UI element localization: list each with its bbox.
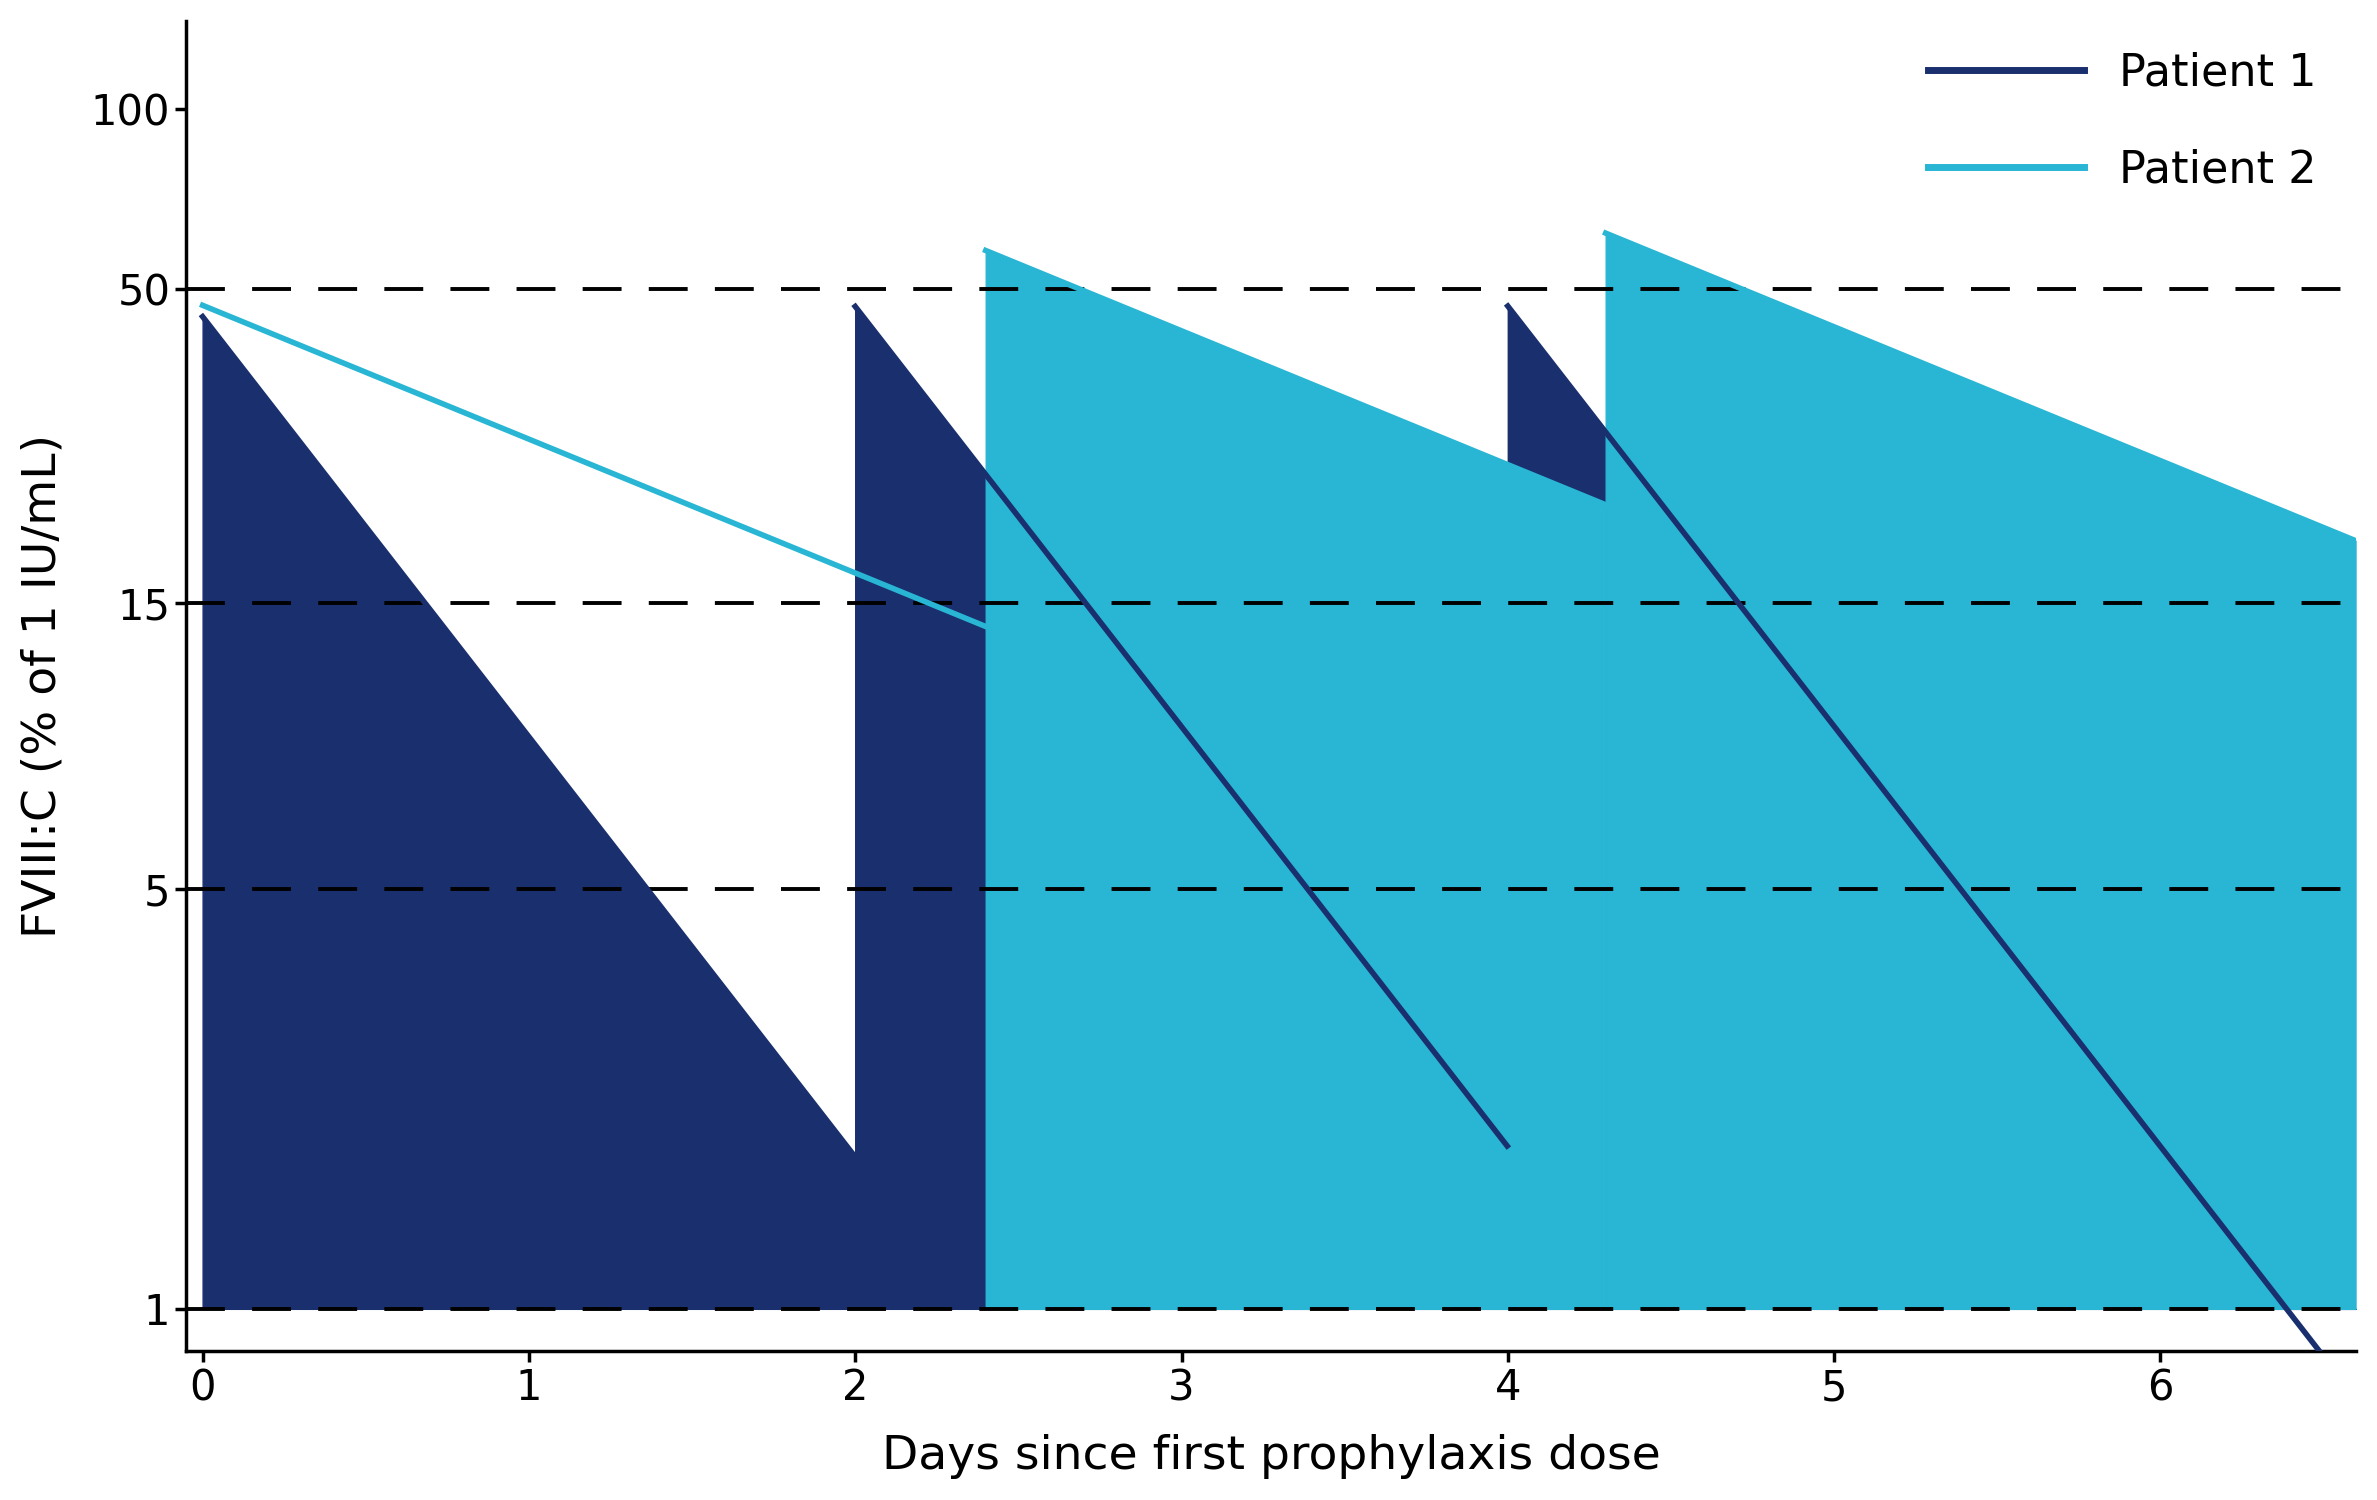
Y-axis label: FVIII:C (% of 1 IU/mL): FVIII:C (% of 1 IU/mL) bbox=[21, 433, 67, 938]
X-axis label: Days since first prophylaxis dose: Days since first prophylaxis dose bbox=[882, 1434, 1662, 1479]
Legend: Patient 1, Patient 2: Patient 1, Patient 2 bbox=[1911, 34, 2334, 209]
